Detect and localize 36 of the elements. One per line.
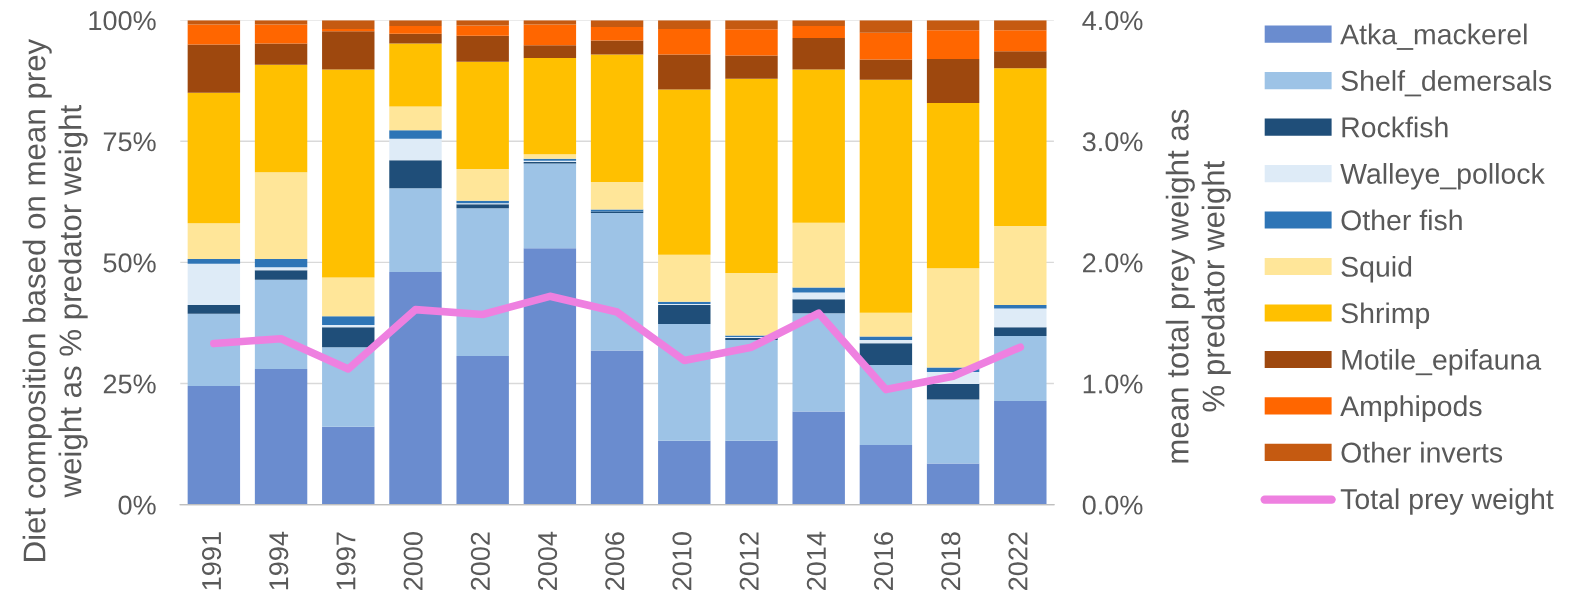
x-tick-label: 2000 — [403, 532, 423, 590]
y2-axis-title: mean total prey weight as % predator weight — [1165, 109, 1231, 463]
x-tick-label: 2010 — [672, 532, 692, 590]
legend-label: Shrimp — [1341, 302, 1430, 329]
y-tick-label: 75% — [103, 132, 156, 152]
y-axis-title: Diet composition based on mean prey weight as % predator weight — [22, 38, 88, 561]
y-tick-label: 100% — [89, 11, 156, 31]
legend-label: Total prey weight — [1340, 488, 1554, 515]
x-tick-label: 1994 — [269, 531, 289, 590]
legend-label: Shelf_demersals — [1341, 70, 1552, 97]
y-tick-label: 0% — [118, 495, 156, 515]
x-tick-label: 2014 — [806, 531, 826, 590]
x-tick-label: 2012 — [739, 532, 759, 590]
x-tick-label: 1991 — [201, 532, 222, 590]
x-tick-label: 2018 — [941, 532, 961, 590]
legend-label: Other fish — [1341, 209, 1462, 231]
x-tick-label: 2004 — [537, 531, 558, 590]
x-tick-label: 2022 — [1008, 532, 1028, 590]
legend-label: Rockfish — [1342, 116, 1448, 138]
x-tick-label: 2002 — [470, 532, 490, 590]
legend-label: Other inverts — [1341, 441, 1503, 463]
legend-label: Amphipods — [1340, 395, 1482, 422]
y2-tick-label: 0.0% — [1082, 495, 1143, 515]
x-tick-label: 1997 — [336, 532, 356, 590]
x-tick-label: 2006 — [605, 532, 625, 590]
legend-label: Squid — [1341, 255, 1412, 283]
y2-tick-label: 4.0% — [1082, 11, 1143, 31]
legend-label: Walleye_pollock — [1340, 163, 1545, 190]
legend-label: Motile_epifauna — [1342, 348, 1542, 376]
y2-tick-label: 2.0% — [1083, 253, 1143, 273]
y2-tick-label: 3.0% — [1082, 132, 1143, 152]
legend-label: Atka_mackerel — [1340, 23, 1527, 50]
y-tick-label: 25% — [103, 374, 156, 394]
y2-tick-label: 1.0% — [1083, 374, 1143, 394]
y-tick-label: 50% — [103, 253, 156, 273]
x-tick-label: 2016 — [873, 532, 894, 590]
